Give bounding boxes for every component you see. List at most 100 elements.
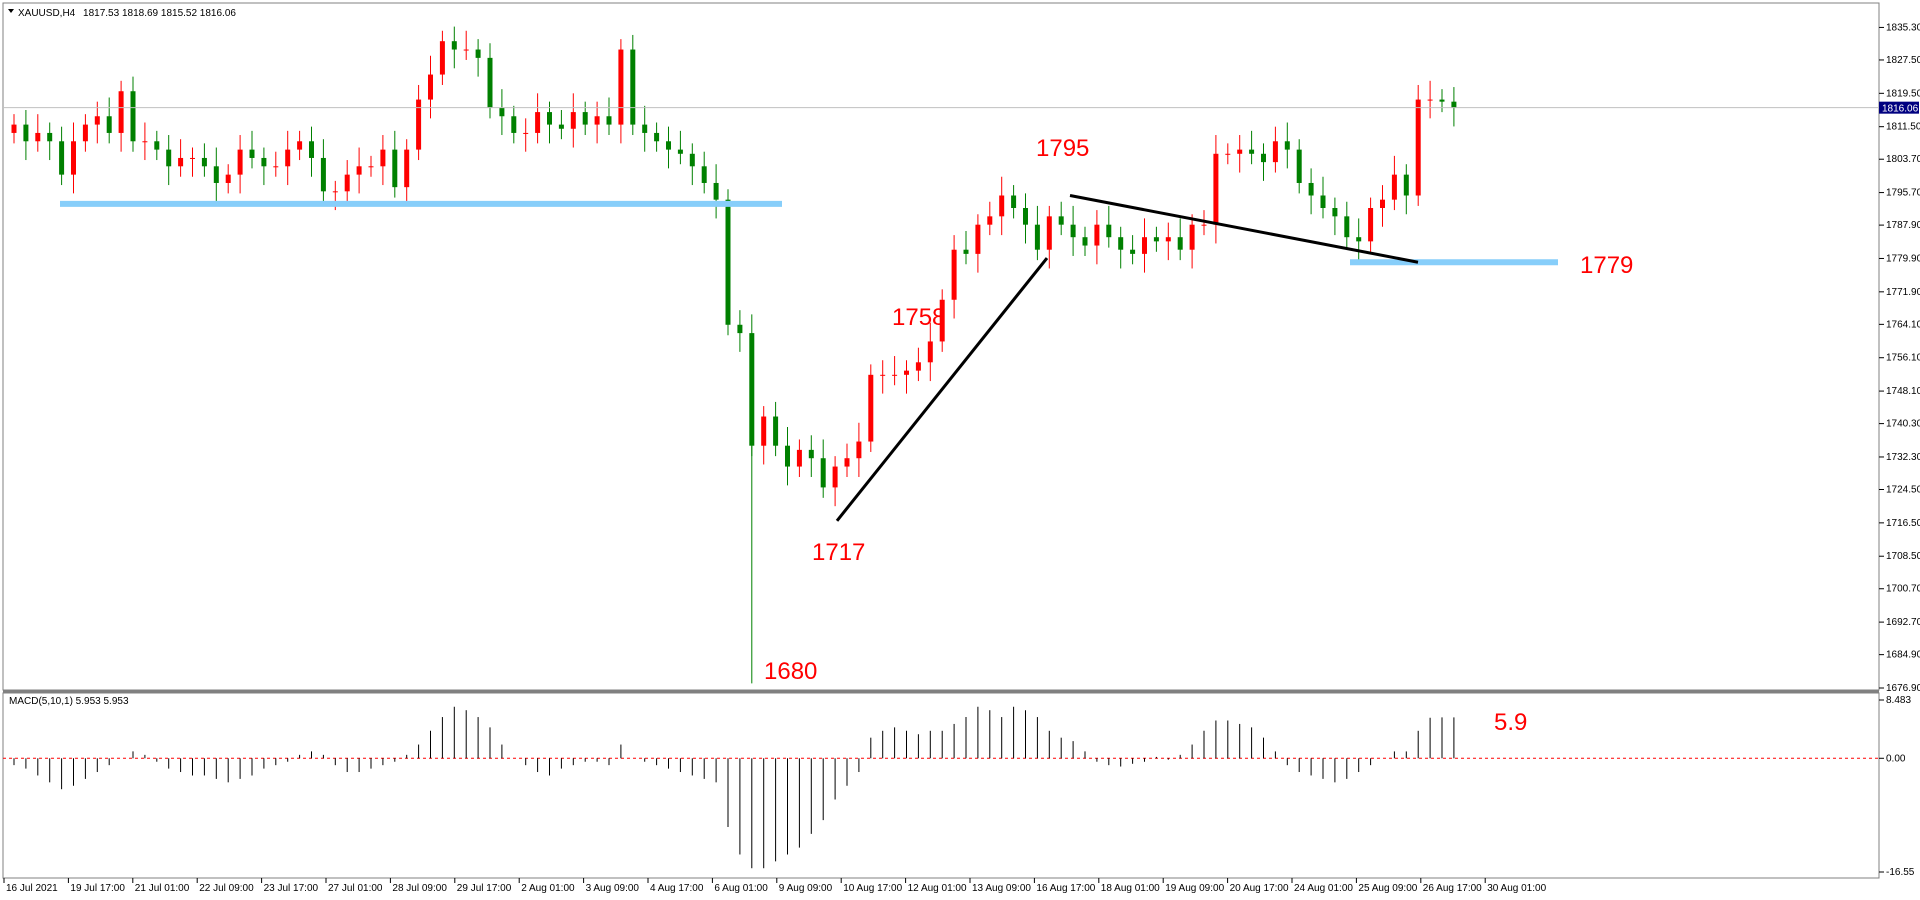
price-tick-label: 1708.50	[1886, 551, 1920, 562]
candle	[713, 164, 719, 219]
ohlc-label: 1817.53 1818.69 1815.52 1816.06	[83, 8, 236, 19]
candle	[1023, 193, 1028, 244]
candle	[380, 135, 386, 186]
candle	[796, 439, 802, 477]
price-tick-label: 1740.30	[1886, 419, 1920, 430]
candle	[368, 155, 374, 177]
candle	[1082, 226, 1088, 256]
candle	[535, 93, 541, 144]
svg-text:XAUUSD,H4 1817.53 1818.69: XAUUSD,H4 1817.53 1818.69 1815.52 1816.0…	[18, 8, 236, 19]
candle	[154, 130, 160, 161]
candle	[1380, 185, 1385, 227]
downtrend-line	[1069, 194, 1419, 264]
candle	[1094, 210, 1100, 265]
candle	[1308, 168, 1314, 215]
uptrend-line	[835, 257, 1049, 522]
macd-panel[interactable]	[2, 692, 1880, 879]
candle	[1344, 201, 1350, 248]
annotation-1758: 1758	[892, 304, 945, 331]
candle	[975, 214, 981, 273]
time-tick-label: 12 Aug 01:00	[908, 883, 967, 894]
candle	[737, 310, 743, 352]
time-tick-label: 13 Aug 09:00	[972, 883, 1031, 894]
candle	[1403, 164, 1409, 215]
time-tick-label: 28 Jul 09:00	[392, 883, 447, 894]
candle	[285, 130, 291, 186]
candle	[1034, 205, 1040, 261]
time-tick-label: 25 Aug 09:00	[1358, 883, 1417, 894]
time-tick-label: 2 Aug 01:00	[521, 883, 575, 894]
candle	[511, 105, 517, 144]
candle	[499, 89, 505, 136]
macd-tick-label: 0.00	[1886, 753, 1906, 764]
macd-tick-label: 8.483	[1886, 695, 1911, 706]
price-tick-label: 1827.50	[1886, 55, 1920, 66]
time-tick-label: 9 Aug 09:00	[779, 883, 833, 894]
candle	[356, 147, 362, 194]
candle	[94, 101, 100, 144]
candle	[404, 139, 410, 206]
candle	[1130, 235, 1136, 265]
time-tick-label: 30 Aug 01:00	[1487, 883, 1546, 894]
time-tick-label: 16 Jul 2021	[6, 883, 58, 894]
macd-histogram	[13, 706, 1455, 869]
candle	[249, 130, 255, 169]
candle	[1320, 176, 1326, 219]
candle	[1213, 135, 1219, 244]
annotation-1717: 1717	[812, 539, 865, 566]
candle	[1439, 89, 1445, 113]
symbol-label: XAUUSD,H4	[18, 8, 76, 19]
macd-axis: 8.483 0.00 -16.55	[1879, 695, 1915, 878]
candle	[190, 147, 195, 177]
candle	[451, 26, 457, 69]
time-tick-label: 24 Aug 01:00	[1294, 883, 1353, 894]
candle	[570, 93, 576, 148]
price-tick-label: 1771.90	[1886, 287, 1920, 298]
candle	[118, 80, 124, 152]
time-tick-label: 27 Jul 01:00	[328, 883, 383, 894]
candle	[749, 314, 755, 457]
candle	[320, 139, 326, 202]
price-tick-label: 1716.50	[1886, 518, 1920, 529]
candle	[820, 439, 826, 498]
candle	[1427, 80, 1433, 119]
candle	[487, 43, 493, 119]
candle	[844, 443, 850, 477]
candle	[1261, 143, 1266, 181]
candle	[987, 201, 993, 236]
candle	[701, 151, 707, 194]
time-axis[interactable]: 16 Jul 2021 19 Jul 17:00 21 Jul 01:00 22 Ju…	[3, 878, 1547, 894]
candle	[1451, 87, 1457, 127]
macd-tick-label: -16.55	[1886, 867, 1915, 878]
macd-annotation: 5.9	[1494, 709, 1527, 736]
price-panel[interactable]	[2, 2, 1880, 691]
candle	[1368, 197, 1374, 252]
time-tick-label: 3 Aug 09:00	[586, 883, 640, 894]
price-tick-label: 1811.50	[1886, 122, 1920, 133]
price-tick-label: 1835.30	[1886, 22, 1920, 33]
time-tick-label: 22 Jul 09:00	[199, 883, 254, 894]
price-tick-label: 1724.50	[1886, 484, 1920, 495]
candle	[35, 114, 41, 152]
candle	[939, 289, 945, 352]
candle	[59, 126, 65, 186]
candle	[201, 143, 207, 177]
candle	[1142, 218, 1147, 273]
candle	[594, 101, 600, 144]
price-axis[interactable]: 1835.30 1827.50 1819.50 1811.50 1803.70 1795.…	[1879, 22, 1920, 694]
candle	[785, 426, 790, 486]
annotation-1680: 1680	[764, 658, 817, 685]
candle	[951, 235, 957, 319]
candle	[1237, 135, 1243, 173]
time-tick-label: 18 Aug 01:00	[1101, 883, 1160, 894]
candle	[832, 456, 838, 507]
candle	[1272, 126, 1278, 173]
candle	[1118, 226, 1124, 269]
candle	[309, 126, 314, 177]
time-tick-label: 4 Aug 17:00	[650, 883, 704, 894]
chart-menu-triangle-icon[interactable]	[8, 9, 14, 13]
time-tick-label: 29 Jul 17:00	[457, 883, 512, 894]
candle	[106, 97, 112, 144]
candle	[439, 30, 445, 85]
